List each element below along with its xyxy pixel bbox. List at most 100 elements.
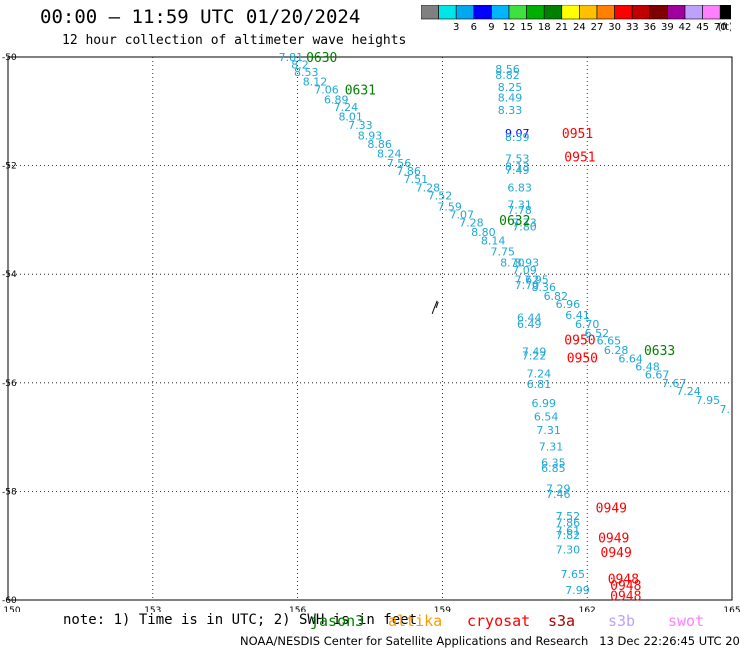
legend-tick-label: 6 <box>471 22 477 33</box>
swh-value: 7.82 <box>556 529 581 542</box>
legend-tick-label: 15 <box>520 22 533 33</box>
swh-value: 6.52 <box>585 327 610 340</box>
swh-value: 7.24 <box>676 385 701 398</box>
swh-value: 7.56 <box>387 157 412 170</box>
swh-value: 7.95 <box>524 274 549 287</box>
pass-label: 0630 <box>306 51 337 66</box>
swh-value: 7.31 <box>539 440 564 453</box>
x-tick-label: 162 <box>579 606 596 612</box>
mission-label: jason3 <box>310 612 365 630</box>
y-tick-label: -56 <box>2 379 17 389</box>
plot-frame <box>7 56 733 601</box>
legend-tick-label: 9 <box>488 22 494 33</box>
swh-value: 7.33 <box>348 119 373 132</box>
mission-label: s3a <box>548 612 576 630</box>
legend-tick-label: 45 <box>696 22 709 33</box>
footer-note: note: 1) Time is in UTC; 2) SWH is in fe… <box>63 612 418 628</box>
swh-value: 8.12 <box>303 75 328 88</box>
swh-value: 7.22 <box>522 350 547 363</box>
y-tick-label: -54 <box>2 270 17 280</box>
swh-value: 6.99 <box>532 397 557 410</box>
swh-value: 8.93 <box>515 256 540 269</box>
swh-value: 9.07 <box>505 127 530 140</box>
swh-value: 6.64 <box>618 352 643 365</box>
swh-value: 7.86 <box>556 516 581 529</box>
legend-tick-label: 33 <box>626 22 639 33</box>
swh-value: 6.82 <box>544 290 569 303</box>
swh-value: 8.33 <box>498 104 523 117</box>
pass-label: 0951 <box>562 127 593 142</box>
pass-label: 0948 <box>610 590 641 605</box>
swh-value: 7.07 <box>449 208 474 221</box>
swh-value: 7.75 <box>490 245 515 258</box>
swh-value: 7.29 <box>546 483 571 496</box>
swh-value: 6.67 <box>645 369 670 382</box>
swh-value: 7.49 <box>522 345 547 358</box>
legend-tick-label: 24 <box>573 22 586 33</box>
legend-tick-label: 42 <box>679 22 692 33</box>
swh-value: 7.52 <box>428 189 453 202</box>
pass-label: 0631 <box>345 84 376 99</box>
swh-value: 6.81 <box>527 378 552 391</box>
pass-label: 0950 <box>567 351 598 366</box>
swh-value: 6.85 <box>541 462 566 475</box>
swh-value: 6.28 <box>604 344 629 357</box>
swh-value: 7.31 <box>536 424 561 437</box>
swh-value: 8.80 <box>471 226 496 239</box>
swh-value: 8.25 <box>498 81 523 94</box>
swh-value: 7.99 <box>565 584 590 597</box>
swh-value: 7.28 <box>459 217 484 230</box>
swh-value: 7.24 <box>527 368 552 381</box>
swh-value: 7.80 <box>512 220 537 233</box>
swh-value: 8.39 <box>505 131 530 144</box>
pass-label: 0949 <box>598 532 629 547</box>
legend-tick-label: 70 <box>714 22 727 33</box>
swh-value: 7.81 <box>279 51 304 64</box>
legend-tick-label: 30 <box>608 22 621 33</box>
swh-value: 8.86 <box>367 138 392 151</box>
legend-swatch <box>719 5 731 20</box>
y-tick-label: -50 <box>2 53 17 63</box>
swh-value: 8.13 <box>505 161 530 174</box>
swh-value: 8.14 <box>481 235 506 248</box>
swh-value: 7.24 <box>334 101 359 114</box>
swh-value: 7. <box>720 403 731 416</box>
x-tick-label: 165 <box>723 606 740 612</box>
legend-tick-label: 3 <box>453 22 459 33</box>
swh-value: 6.96 <box>556 298 581 311</box>
x-tick-label: 156 <box>289 606 306 612</box>
legend-tick-label: 39 <box>661 22 674 33</box>
swh-value: 7.59 <box>437 200 462 213</box>
swh-value: 6.54 <box>534 410 559 423</box>
credit-line: NOAA/NESDIS Center for Satellite Applica… <box>240 634 740 648</box>
swh-value: 8.2 <box>291 59 309 72</box>
swh-value: 8.01 <box>338 111 363 124</box>
swh-value: 8.36 <box>532 281 557 294</box>
swh-value: 7.46 <box>546 488 571 501</box>
swh-value: 7.70 <box>515 279 540 292</box>
pass-label: 0951 <box>564 150 595 165</box>
legend-tick-label: 36 <box>643 22 656 33</box>
swh-value: 6.49 <box>517 318 542 331</box>
legend-tick-label: 18 <box>538 22 551 33</box>
swh-value: 7.65 <box>560 568 585 581</box>
swh-value: 8.56 <box>495 63 520 76</box>
pass-label: 0949 <box>601 546 632 561</box>
swh-value: 7.86 <box>396 165 421 178</box>
swh-value: 6.65 <box>597 334 622 347</box>
mission-label: s3b <box>608 612 636 630</box>
mission-legend: jason3 altika cryosat s3a s3b swot <box>0 612 740 630</box>
swh-value: 8.70 <box>500 256 525 269</box>
swh-value: 6.70 <box>575 318 600 331</box>
swh-value: 7.52 <box>556 510 581 523</box>
swh-value: 7.51 <box>404 173 429 186</box>
swh-value: 8.82 <box>495 69 520 82</box>
y-tick-label: -58 <box>2 487 17 497</box>
pass-label: 0633 <box>644 344 675 359</box>
swh-value: 6.89 <box>324 93 349 106</box>
y-tick-label: -52 <box>2 162 17 172</box>
x-tick-label: 150 <box>3 606 20 612</box>
pass-label: 0632 <box>499 214 530 229</box>
pass-label: 0948 <box>608 572 639 587</box>
